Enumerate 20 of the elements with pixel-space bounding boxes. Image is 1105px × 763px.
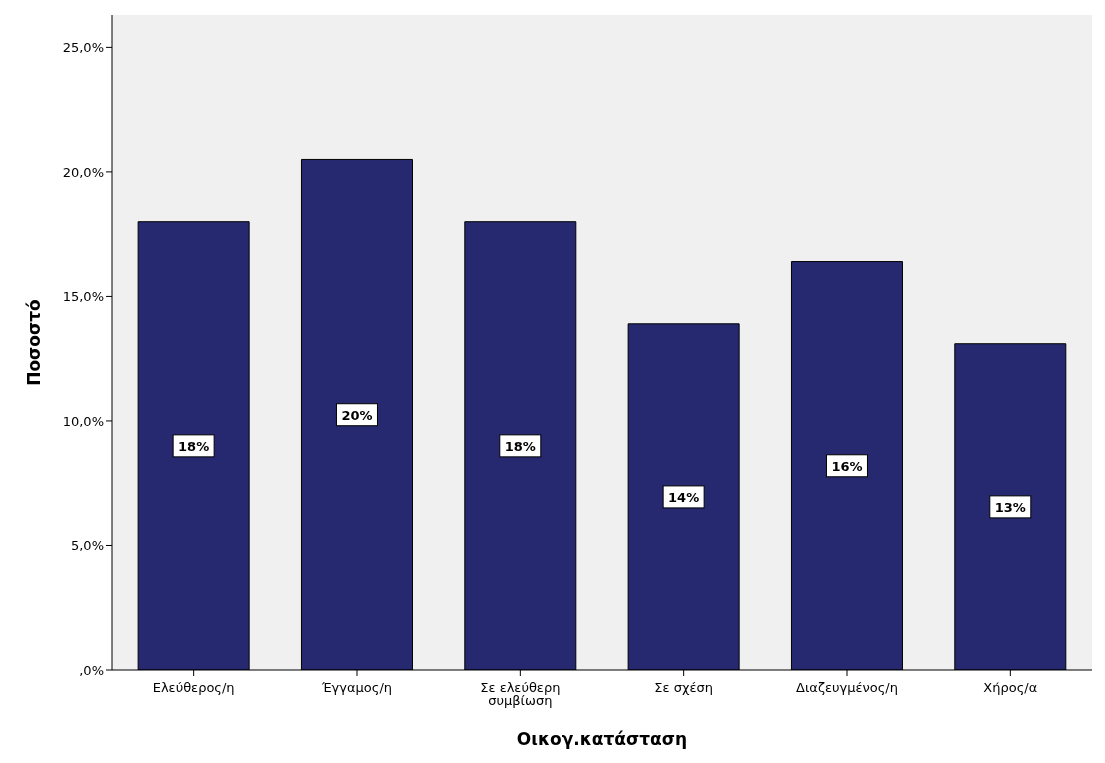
- x-tick-label: Διαζευγμένος/η: [796, 680, 898, 695]
- y-tick-label: 25,0%: [62, 39, 104, 55]
- y-tick-label: 20,0%: [62, 164, 104, 180]
- y-tick-label: ,0%: [79, 662, 104, 678]
- data-label: 13%: [994, 499, 1026, 515]
- x-tick-label: Έγγαμος/η: [320, 680, 393, 695]
- y-tick-label: 10,0%: [62, 413, 104, 429]
- x-tick-label: Ελεύθερος/η: [152, 680, 235, 695]
- x-tick-label: Σε σχέση: [654, 680, 713, 695]
- data-label: 18%: [178, 438, 210, 454]
- y-axis-title: Ποσοστό: [24, 299, 45, 386]
- y-tick-label: 5,0%: [70, 538, 104, 554]
- data-label: 18%: [504, 438, 536, 454]
- x-tick-label: Χήρος/α: [983, 680, 1038, 695]
- data-label: 14%: [668, 489, 700, 505]
- data-label: 20%: [341, 407, 373, 423]
- data-label: 16%: [831, 458, 863, 474]
- x-tick-label: Σε ελεύθερη συμβίωση: [480, 680, 561, 708]
- y-tick-label: 15,0%: [62, 289, 104, 305]
- x-axis-title: Οικογ.κατάσταση: [516, 729, 688, 750]
